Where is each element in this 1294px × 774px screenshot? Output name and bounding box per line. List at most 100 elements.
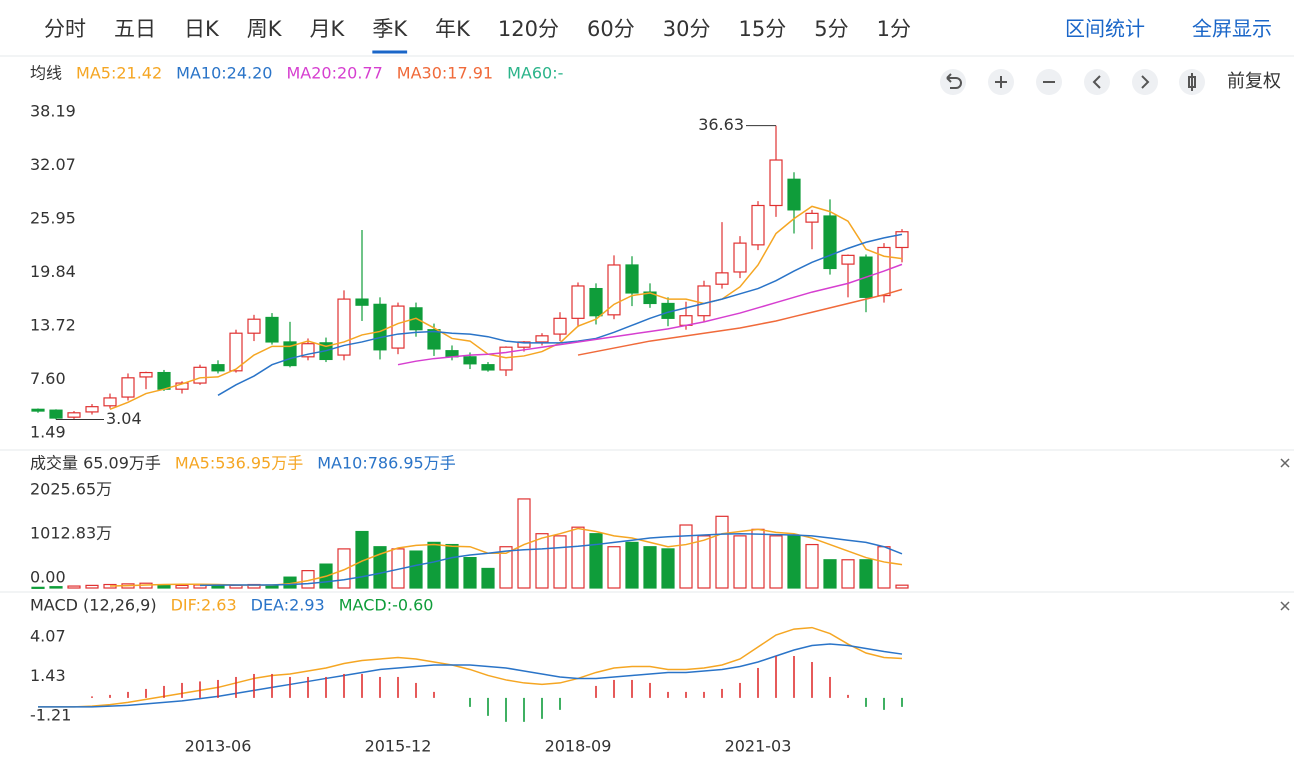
tab[interactable]: 周K — [247, 17, 283, 41]
high-label: 36.63 — [698, 115, 744, 134]
candle-body — [427, 329, 441, 350]
tab[interactable]: 月K — [310, 17, 346, 41]
undo-button[interactable] — [940, 69, 966, 95]
candle-body — [49, 409, 63, 419]
volume-bar — [175, 584, 189, 589]
candle-body — [265, 316, 279, 343]
low-label: 3.04 — [106, 409, 142, 428]
tab[interactable]: 120分 — [498, 17, 559, 41]
candle-body — [85, 406, 99, 413]
tab[interactable]: 1分 — [877, 17, 911, 41]
legend-entry: MA20:20.77 — [286, 64, 382, 83]
plus-icon — [995, 76, 1007, 88]
volume-bar — [355, 530, 369, 589]
volume-bar — [607, 546, 621, 589]
volume-bar — [337, 548, 351, 589]
tab[interactable]: 分时 — [44, 17, 86, 41]
candle-body — [517, 341, 531, 348]
adjust-mode[interactable]: 前复权 — [1227, 71, 1281, 92]
ma-line — [38, 626, 903, 708]
range-stats[interactable]: 区间统计 — [1065, 17, 1145, 41]
tab[interactable]: 季K — [372, 17, 408, 41]
volume-bar — [211, 585, 225, 589]
volume-bar — [157, 584, 171, 589]
candle-body — [733, 242, 747, 273]
volume-bar — [409, 550, 423, 589]
candle-body — [895, 231, 909, 249]
volume-bar — [427, 541, 441, 589]
volume-bar — [841, 559, 855, 589]
candle-body — [625, 264, 639, 294]
volume-bar — [697, 535, 711, 589]
legend-entry: DEA:2.93 — [251, 596, 325, 615]
undo-icon — [946, 73, 962, 89]
y-tick-label: -1.21 — [30, 706, 71, 725]
candle-body — [805, 212, 819, 223]
tab[interactable]: 30分 — [663, 17, 711, 41]
ma-line — [109, 205, 903, 410]
volume-bar — [787, 535, 801, 589]
y-tick-label: 1.49 — [30, 423, 66, 442]
fullscreen[interactable]: 全屏显示 — [1192, 17, 1272, 41]
left-icon — [1092, 75, 1101, 89]
close-volume[interactable] — [1280, 458, 1290, 468]
volume-bar — [463, 556, 477, 589]
candle-body — [121, 377, 135, 398]
volume-bar — [49, 586, 63, 589]
candle-body — [229, 332, 243, 372]
tab[interactable]: 日K — [184, 17, 220, 41]
volume-bar — [805, 543, 819, 589]
candle-body — [643, 291, 657, 305]
y-tick-label: 0.00 — [30, 568, 66, 587]
right-icon — [1141, 75, 1150, 89]
candle-body — [67, 412, 81, 418]
volume-bar — [85, 584, 99, 589]
volume-bar — [589, 533, 603, 589]
volume-bar — [625, 541, 639, 589]
tab[interactable]: 5分 — [814, 17, 848, 41]
tab[interactable]: 60分 — [587, 17, 635, 41]
y-tick-label: 13.72 — [30, 316, 76, 335]
candle-body — [373, 303, 387, 351]
candle-body — [769, 159, 783, 207]
volume-bar — [535, 533, 549, 589]
y-tick-label: 2025.65万 — [30, 480, 112, 499]
volume-bar — [67, 585, 81, 589]
y-tick-label: 32.07 — [30, 155, 76, 174]
legend-entry: MA5:536.95万手 — [175, 454, 303, 473]
volume-bar — [769, 535, 783, 589]
candle-body — [787, 178, 801, 211]
panel-title: 均线 — [30, 64, 62, 83]
legend-entry: MA30:17.91 — [397, 64, 493, 83]
volume-bar — [373, 546, 387, 589]
legend-entry: DIF:2.63 — [171, 596, 237, 615]
next-button[interactable] — [1132, 69, 1158, 95]
y-tick-label: 7.60 — [30, 369, 66, 388]
tab[interactable]: 五日 — [114, 17, 156, 41]
volume-bar — [715, 515, 729, 589]
volume-bar — [31, 586, 45, 589]
candle-body — [31, 408, 45, 412]
candle-body — [463, 356, 477, 365]
y-tick-label: 4.07 — [30, 627, 66, 646]
candle-body — [481, 364, 495, 371]
close-macd[interactable] — [1280, 601, 1290, 611]
panel-title: 成交量 65.09万手 — [30, 454, 161, 473]
candle-body — [715, 272, 729, 285]
volume-bar — [517, 498, 531, 589]
prev-button[interactable] — [1084, 69, 1110, 95]
legend-entry: MA60:- — [507, 64, 563, 83]
candle-body — [823, 215, 837, 270]
y-tick-label: 19.84 — [30, 262, 76, 281]
candle-body — [841, 254, 855, 265]
volume-bar — [733, 535, 747, 589]
tab[interactable]: 年K — [435, 17, 471, 41]
legend-entry: MACD:-0.60 — [339, 596, 434, 615]
volume-bar — [895, 584, 909, 589]
legend-entry: MA5:21.42 — [76, 64, 162, 83]
y-tick-label: 1.43 — [30, 666, 66, 685]
tab[interactable]: 15分 — [738, 17, 786, 41]
ma-line — [199, 532, 903, 587]
ma-line — [397, 263, 903, 366]
legend-entry: MA10:786.95万手 — [317, 454, 456, 473]
